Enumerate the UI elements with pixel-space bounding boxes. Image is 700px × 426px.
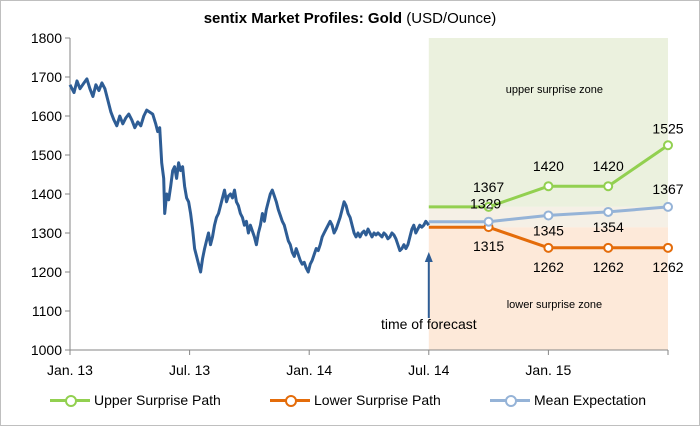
x-tick-label: Jan. 13 xyxy=(47,362,93,378)
legend-swatch-mean xyxy=(490,392,530,408)
y-tick-label: 1500 xyxy=(31,147,62,163)
series-point xyxy=(663,140,673,151)
upper-surprise-zone xyxy=(428,38,668,207)
legend-item-lower: Lower Surprise Path xyxy=(270,392,441,408)
x-tick-label: Jul. 14 xyxy=(408,362,449,378)
series-point xyxy=(543,242,554,253)
legend-label-mean: Mean Expectation xyxy=(534,392,647,408)
forecast-arrow-head xyxy=(424,252,433,262)
x-tick-label: Jul. 13 xyxy=(169,362,210,378)
y-tick-label: 1000 xyxy=(31,342,62,358)
chart-title-bold: sentix Market Profiles: Gold xyxy=(203,10,403,27)
series-point xyxy=(483,216,494,227)
series-point xyxy=(663,242,673,253)
chart-title-rest: (USD/Ounce) xyxy=(402,10,497,27)
data-label: 1354 xyxy=(593,219,624,235)
legend-label-lower: Lower Surprise Path xyxy=(314,392,441,408)
series-point xyxy=(663,201,673,212)
history-line xyxy=(68,77,430,274)
forecast-annotation: time of forecast xyxy=(381,316,477,332)
y-tick-label: 1200 xyxy=(31,264,62,280)
chart-title: sentix Market Profiles: Gold (USD/Ounce) xyxy=(0,10,700,27)
legend-swatch-upper xyxy=(50,392,90,408)
series-point xyxy=(603,206,614,217)
lower-zone-label: lower surprise zone xyxy=(507,299,602,311)
y-tick-label: 1100 xyxy=(32,303,62,319)
legend-item-upper: Upper Surprise Path xyxy=(50,392,221,408)
series-point xyxy=(543,181,554,192)
data-label: 1420 xyxy=(593,158,624,174)
y-tick-label: 1600 xyxy=(31,108,62,124)
series-point xyxy=(483,201,494,212)
y-tick-label: 1800 xyxy=(31,30,62,46)
legend-swatch-lower xyxy=(270,392,310,408)
data-label: 1262 xyxy=(652,259,683,275)
y-tick-label: 1700 xyxy=(31,69,62,85)
legend-label-upper: Upper Surprise Path xyxy=(94,392,221,408)
data-label: 1420 xyxy=(533,158,564,174)
data-label: 1329 xyxy=(470,196,501,212)
data-label: 1525 xyxy=(652,120,683,136)
data-label: 1262 xyxy=(593,259,624,275)
legend-item-mean: Mean Expectation xyxy=(490,392,646,408)
data-label: 1315 xyxy=(473,238,504,254)
y-tick-label: 1300 xyxy=(31,225,62,241)
data-label: 1367 xyxy=(473,179,504,195)
data-label: 1262 xyxy=(533,259,564,275)
series-point xyxy=(543,210,554,221)
upper-zone-label: upper surprise zone xyxy=(506,84,603,96)
x-tick-label: Jan. 15 xyxy=(525,362,571,378)
y-tick-label: 1400 xyxy=(31,186,62,202)
data-label: 1345 xyxy=(533,222,564,238)
series-point xyxy=(603,181,614,192)
data-label: 1367 xyxy=(652,181,683,197)
x-tick-label: Jan. 14 xyxy=(286,362,332,378)
legend: Upper Surprise Path Lower Surprise Path … xyxy=(0,392,700,414)
series-point xyxy=(603,242,614,253)
